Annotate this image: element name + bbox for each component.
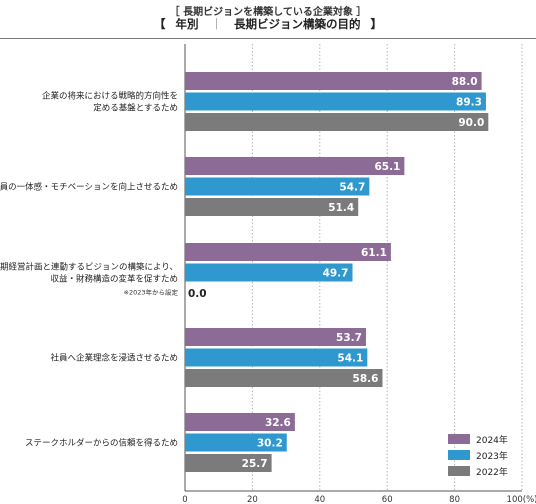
chart-subtitle: ［ 長期ビジョンを構築している企業対象 ］ bbox=[0, 3, 536, 18]
legend-label: 2023年 bbox=[476, 450, 508, 462]
data-label: 25.7 bbox=[242, 458, 268, 470]
bar bbox=[185, 157, 405, 175]
category-label: 収益・財務構造の変革を促すため bbox=[50, 274, 178, 285]
bar bbox=[185, 198, 359, 216]
data-label: 54.1 bbox=[337, 353, 363, 365]
title-left: 年別 bbox=[175, 17, 199, 31]
legend-swatch bbox=[448, 450, 470, 460]
legend-swatch bbox=[448, 466, 470, 476]
x-tick-label: 100(%) bbox=[507, 495, 536, 504]
x-tick-label: 0 bbox=[182, 495, 187, 504]
chart-title: 【 年別 ｜ 長期ビジョン構築の目的 】 bbox=[0, 16, 536, 32]
x-tick-label: 20 bbox=[247, 495, 258, 504]
data-label: 61.1 bbox=[361, 247, 387, 259]
category-label: 社員の一体感・モチベーションを向上させるため bbox=[0, 182, 178, 193]
category-label: 企業の将来における戦略的方向性を bbox=[42, 91, 178, 102]
data-label: 51.4 bbox=[328, 202, 354, 214]
bar bbox=[185, 92, 486, 111]
bar bbox=[185, 454, 272, 472]
legend-label: 2024年 bbox=[476, 434, 508, 446]
category-label: 定める基盤とするため bbox=[93, 103, 178, 114]
x-tick-label: 40 bbox=[314, 495, 325, 504]
bar bbox=[185, 328, 366, 346]
title-bracket-close: 】 bbox=[370, 17, 383, 31]
header-divider bbox=[0, 38, 536, 39]
bar bbox=[185, 113, 489, 131]
subtitle-bracket-open: ［ bbox=[169, 7, 180, 18]
category-label: 社員へ企業理念を浸透させるため bbox=[50, 353, 178, 364]
bar bbox=[185, 177, 370, 196]
data-label: 32.6 bbox=[265, 417, 291, 429]
data-label: 89.3 bbox=[456, 97, 482, 109]
legend-label: 2022年 bbox=[476, 466, 508, 478]
category-label: 長期経営計画と連動するビジョンの構築により、 bbox=[0, 262, 178, 273]
bar bbox=[185, 243, 391, 261]
title-right: 長期ビジョン構築の目的 bbox=[234, 17, 361, 31]
data-label: 58.6 bbox=[353, 373, 379, 385]
bar bbox=[185, 348, 368, 367]
x-tick-label: 80 bbox=[449, 495, 460, 504]
data-label: 65.1 bbox=[374, 161, 400, 173]
legend-swatch bbox=[448, 434, 470, 444]
bar bbox=[185, 72, 482, 90]
data-label: 54.7 bbox=[339, 182, 365, 194]
category-note: ※2023年から設定 bbox=[124, 288, 179, 297]
data-label: 53.7 bbox=[336, 332, 362, 344]
title-separator: ｜ bbox=[210, 17, 223, 31]
bar bbox=[185, 413, 295, 431]
bar bbox=[185, 433, 287, 452]
bar bbox=[185, 263, 353, 282]
data-label: 88.0 bbox=[452, 76, 478, 88]
subtitle-bracket-close: ］ bbox=[356, 7, 367, 18]
data-label: 0.0 bbox=[188, 288, 207, 300]
category-label: ステークホルダーからの信頼を得るため bbox=[25, 438, 178, 449]
data-label: 49.7 bbox=[323, 268, 349, 280]
data-label: 30.2 bbox=[257, 438, 283, 450]
title-bracket-open: 【 bbox=[153, 17, 166, 31]
subtitle-text: 長期ビジョンを構築している企業対象 bbox=[183, 7, 353, 18]
data-label: 90.0 bbox=[458, 117, 484, 129]
x-tick-label: 60 bbox=[382, 495, 393, 504]
bar bbox=[185, 369, 383, 387]
